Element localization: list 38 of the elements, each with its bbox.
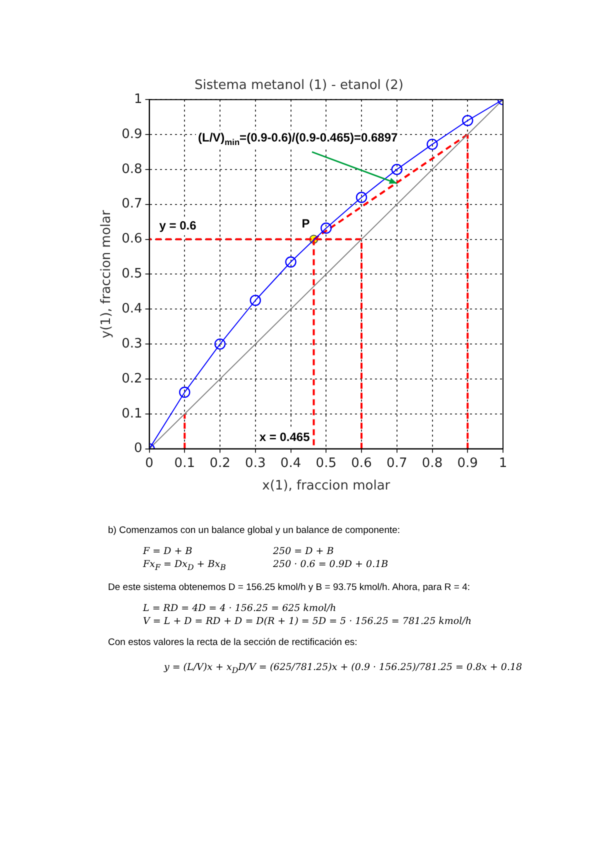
x-tick-label: 0.1 — [174, 456, 195, 471]
chart-title: Sistema metanol (1) - etanol (2) — [194, 78, 404, 94]
annotation: y = 0.6 — [159, 218, 197, 232]
text: F = D + B — [143, 546, 194, 557]
x-tick-label: 0.8 — [422, 456, 443, 471]
x-tick-label: 0.9 — [457, 456, 478, 471]
y-axis-title: y(1), fraccion molar — [99, 210, 114, 338]
y-tick-label: 0.2 — [122, 371, 142, 386]
annotation: P — [302, 216, 310, 230]
y-tick-label: 0 — [134, 441, 142, 456]
x-axis-title: x(1), fraccion molar — [262, 478, 391, 494]
x-tick-label: 0.3 — [245, 456, 266, 471]
text: b) Comenzamos con un balance global y un balance de componente: — [108, 525, 402, 536]
text: 250 = D + B — [273, 546, 335, 557]
x-tick-label: 0.6 — [351, 456, 372, 471]
text: V = L + D = RD + D = D(R + 1) = 5D = 5 · 156.25 = 781.25 kmol/h — [143, 616, 473, 627]
y-tick-label: 0.1 — [122, 406, 142, 422]
y-tick-label: 0.7 — [122, 196, 142, 212]
text: y = (L/V)x + x$_{D}$D/V = (625/781.25)x + (0.9 · 156.25)/781.25 = 0.8x + 0.18 — [162, 662, 524, 675]
text: L = RD = 4D = 4 · 156.25 = 625 kmol/h — [143, 602, 338, 614]
y-tick-label: 0.4 — [122, 301, 142, 316]
y-tick-label: 1 — [134, 92, 142, 107]
x-tick-label: 0.5 — [316, 456, 336, 471]
annotation: x = 0.465 — [259, 430, 310, 444]
y-tick-label: 0.9 — [122, 126, 142, 142]
y-tick-label: 0.5 — [122, 266, 142, 282]
text: 250 · 0.6 = 0.9D + 0.1B — [273, 559, 390, 572]
x-tick-label: 0 — [145, 456, 154, 471]
x-tick-label: 0.2 — [210, 456, 230, 471]
y-tick-label: 0.6 — [122, 232, 142, 247]
y-tick-label: 0.3 — [122, 336, 142, 352]
x-tick-label: 0.4 — [280, 456, 302, 471]
x-tick-label: 0.7 — [386, 456, 408, 471]
text: Fx$_{F}$ = Dx$_{D}$ + Bx$_{B}$ — [143, 559, 227, 572]
text: Con estos valores la recta de la sección de rectificación es: — [108, 636, 358, 648]
x-tick-label: 1 — [498, 456, 508, 471]
y-tick-label: 0.8 — [122, 162, 142, 177]
text: De este sistema obtenemos D = 156.25 kmol/h y B = 93.75 kmol/h. Ahora, para R = 4: — [108, 582, 471, 593]
